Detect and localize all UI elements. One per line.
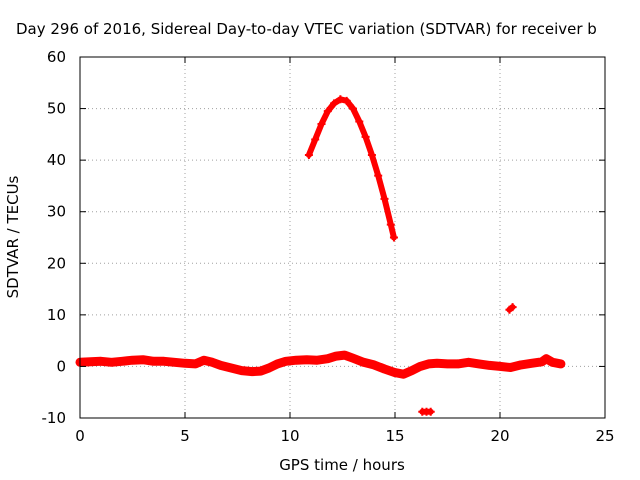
data-point bbox=[336, 95, 345, 104]
x-axis-label: GPS time / hours bbox=[279, 456, 405, 474]
data-point bbox=[370, 360, 378, 369]
data-point bbox=[389, 233, 398, 242]
data-point bbox=[199, 356, 208, 365]
plot-area bbox=[75, 95, 566, 416]
data-point bbox=[107, 358, 116, 367]
data-point bbox=[517, 360, 525, 369]
data-point bbox=[311, 135, 320, 144]
data-point bbox=[304, 150, 313, 159]
data-point bbox=[181, 359, 189, 368]
data-point bbox=[97, 357, 105, 366]
data-point bbox=[265, 363, 273, 372]
data-point bbox=[256, 367, 265, 376]
data-point bbox=[281, 357, 290, 366]
data-point bbox=[506, 363, 515, 372]
data-point bbox=[443, 359, 452, 368]
data-point bbox=[508, 303, 517, 312]
data-point bbox=[475, 359, 483, 368]
series-4 bbox=[505, 303, 517, 314]
data-point bbox=[391, 368, 399, 377]
data-point bbox=[361, 132, 370, 141]
x-tick-label: 20 bbox=[490, 427, 509, 445]
chart-title: Day 296 of 2016, Sidereal Day-to-day VTE… bbox=[16, 20, 597, 38]
x-tick-label: 5 bbox=[180, 427, 190, 445]
data-point bbox=[118, 357, 126, 366]
data-point bbox=[332, 352, 341, 361]
data-point bbox=[407, 366, 416, 375]
data-point bbox=[323, 107, 332, 116]
data-point bbox=[349, 104, 357, 113]
data-point bbox=[191, 359, 200, 368]
data-point bbox=[556, 359, 565, 368]
x-tick-label: 0 bbox=[75, 427, 85, 445]
x-tick-label: 10 bbox=[280, 427, 299, 445]
series-2 bbox=[304, 95, 398, 242]
series-trace bbox=[305, 96, 397, 241]
data-point bbox=[317, 120, 326, 129]
y-tick-label: 20 bbox=[47, 254, 66, 272]
data-point bbox=[433, 359, 441, 368]
y-tick-label: 60 bbox=[47, 48, 66, 66]
data-point bbox=[227, 363, 236, 372]
y-tick-label: 40 bbox=[47, 151, 66, 169]
data-point bbox=[342, 96, 351, 105]
data-point bbox=[355, 117, 364, 126]
axes: 0 5 10 15 20 25 -10 0 10 20 30 40 50 60 bbox=[42, 48, 615, 445]
data-point bbox=[208, 358, 217, 367]
x-tick-label: 25 bbox=[595, 427, 614, 445]
data-point bbox=[216, 361, 225, 370]
data-point bbox=[424, 359, 433, 368]
series-3 bbox=[418, 407, 435, 416]
data-point bbox=[454, 359, 462, 368]
data-point bbox=[128, 356, 137, 365]
data-point bbox=[374, 171, 383, 180]
y-tick-label: 0 bbox=[56, 357, 66, 375]
data-point bbox=[485, 361, 494, 370]
data-point bbox=[538, 357, 546, 366]
data-point bbox=[313, 356, 322, 365]
data-point bbox=[359, 358, 368, 367]
data-point bbox=[302, 355, 311, 364]
series-1 bbox=[75, 350, 566, 379]
data-point bbox=[273, 359, 282, 368]
data-point bbox=[426, 407, 435, 416]
data-point bbox=[139, 355, 147, 364]
y-tick-label: 50 bbox=[47, 100, 66, 118]
data-point bbox=[86, 357, 95, 366]
data-point bbox=[367, 150, 376, 159]
data-point bbox=[380, 365, 389, 374]
data-point bbox=[380, 194, 389, 203]
x-tick-label: 15 bbox=[385, 427, 404, 445]
data-point bbox=[248, 367, 257, 376]
data-point bbox=[340, 351, 349, 360]
data-point bbox=[149, 357, 158, 366]
data-point bbox=[330, 99, 339, 108]
data-point bbox=[237, 366, 246, 375]
y-tick-label: 30 bbox=[47, 203, 66, 221]
y-tick-label: 10 bbox=[47, 306, 66, 324]
y-tick-label: -10 bbox=[42, 409, 67, 427]
data-point bbox=[386, 220, 395, 229]
data-point bbox=[170, 358, 179, 367]
y-axis-label: SDTVAR / TECUs bbox=[4, 175, 22, 298]
data-point bbox=[160, 357, 168, 366]
data-point bbox=[496, 362, 504, 371]
data-point bbox=[464, 358, 473, 367]
data-point bbox=[349, 354, 357, 363]
plot-frame bbox=[79, 56, 606, 419]
data-point bbox=[292, 356, 301, 365]
data-point bbox=[416, 362, 425, 371]
data-point bbox=[399, 370, 408, 379]
data-point bbox=[542, 354, 551, 363]
data-point bbox=[527, 359, 536, 368]
data-point bbox=[548, 358, 557, 367]
data-point bbox=[323, 354, 332, 363]
